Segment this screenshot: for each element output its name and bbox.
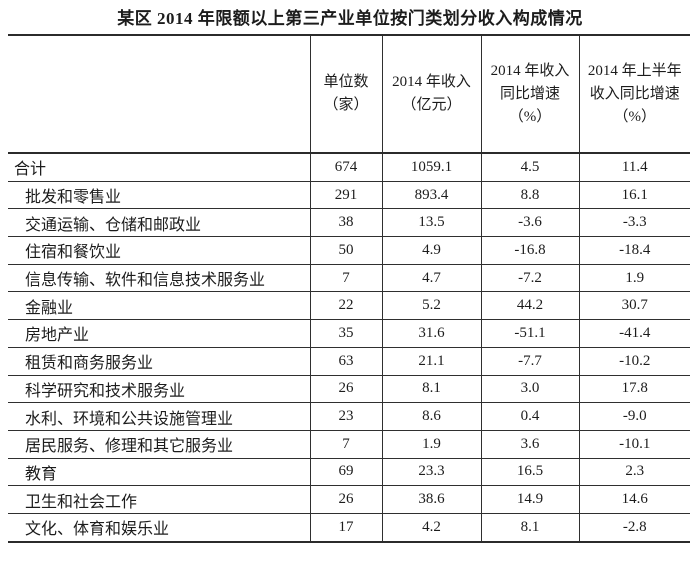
- units-cell: 26: [309, 374, 382, 403]
- income-cell: 31.6: [381, 319, 481, 348]
- income-cell: 893.4: [381, 180, 481, 209]
- row-label: 水利、环境和公共设施管理业: [8, 402, 310, 431]
- table-row: 租赁和商务服务业 63 21.1 -7.7 -10.2: [8, 346, 690, 375]
- page: { "title": "某区 2014 年限额以上第三产业单位按门类划分收入构成…: [0, 7, 700, 564]
- column-header-units: 单位数（家）: [309, 35, 382, 154]
- income-cell: 4.9: [381, 236, 481, 265]
- income-cell: 1059.1: [381, 153, 481, 182]
- yoy-growth-cell: 4.5: [480, 153, 579, 182]
- income-cell: 13.5: [381, 208, 481, 237]
- income-cell: 4.7: [381, 263, 481, 292]
- h1-growth-cell: -2.8: [578, 512, 690, 542]
- yoy-growth-cell: 16.5: [480, 457, 579, 486]
- income-cell: 8.6: [381, 402, 481, 431]
- yoy-growth-cell: -51.1: [480, 319, 579, 348]
- column-header-category: [8, 35, 310, 154]
- h1-growth-cell: 30.7: [578, 291, 690, 320]
- income-table: 单位数（家） 2014 年收入（亿元） 2014 年收入同比增速（%） 2014…: [8, 34, 690, 543]
- units-cell: 17: [309, 512, 382, 542]
- table-row: 水利、环境和公共设施管理业 23 8.6 0.4 -9.0: [8, 402, 690, 431]
- h1-growth-cell: 1.9: [578, 263, 690, 292]
- table-header: 单位数（家） 2014 年收入（亿元） 2014 年收入同比增速（%） 2014…: [8, 35, 690, 154]
- income-cell: 21.1: [381, 346, 481, 375]
- table-row: 教育 69 23.3 16.5 2.3: [8, 457, 690, 486]
- h1-growth-cell: -10.2: [578, 346, 690, 375]
- income-cell: 23.3: [381, 457, 481, 486]
- income-cell: 8.1: [381, 374, 481, 403]
- income-cell: 5.2: [381, 291, 481, 320]
- table-row: 文化、体育和娱乐业 17 4.2 8.1 -2.8: [8, 512, 690, 542]
- h1-growth-cell: 16.1: [578, 180, 690, 209]
- h1-growth-cell: -18.4: [578, 236, 690, 265]
- h1-growth-cell: -41.4: [578, 319, 690, 348]
- h1-growth-cell: 14.6: [578, 485, 690, 514]
- table-row: 交通运输、仓储和邮政业 38 13.5 -3.6 -3.3: [8, 208, 690, 237]
- row-label: 合计: [8, 153, 310, 182]
- units-cell: 7: [309, 429, 382, 459]
- yoy-growth-cell: 14.9: [480, 485, 579, 514]
- table-row: 卫生和社会工作 26 38.6 14.9 14.6: [8, 485, 690, 514]
- units-cell: 674: [309, 153, 382, 182]
- units-cell: 23: [309, 402, 382, 431]
- h1-growth-cell: 11.4: [578, 153, 690, 182]
- row-label: 信息传输、软件和信息技术服务业: [8, 263, 310, 292]
- units-cell: 35: [309, 319, 382, 348]
- yoy-growth-cell: 3.6: [480, 429, 579, 459]
- table-row: 住宿和餐饮业 50 4.9 -16.8 -18.4: [8, 236, 690, 265]
- column-header-income: 2014 年收入（亿元）: [381, 35, 481, 154]
- units-cell: 69: [309, 457, 382, 486]
- row-label: 文化、体育和娱乐业: [8, 512, 310, 542]
- table-row: 居民服务、修理和其它服务业 7 1.9 3.6 -10.1: [8, 429, 690, 459]
- units-cell: 7: [309, 263, 382, 292]
- row-label: 批发和零售业: [8, 180, 310, 209]
- income-cell: 1.9: [381, 429, 481, 459]
- yoy-growth-cell: 8.8: [480, 180, 579, 209]
- row-label: 房地产业: [8, 319, 310, 348]
- row-label: 教育: [8, 457, 310, 486]
- row-label: 住宿和餐饮业: [8, 236, 310, 265]
- h1-growth-cell: -9.0: [578, 402, 690, 431]
- column-header-h1-growth: 2014 年上半年收入同比增速（%）: [578, 35, 690, 154]
- units-cell: 291: [309, 180, 382, 209]
- yoy-growth-cell: -7.7: [480, 346, 579, 375]
- yoy-growth-cell: 44.2: [480, 291, 579, 320]
- units-cell: 63: [309, 346, 382, 375]
- units-cell: 38: [309, 208, 382, 237]
- yoy-growth-cell: -7.2: [480, 263, 579, 292]
- table-row: 批发和零售业 291 893.4 8.8 16.1: [8, 180, 690, 209]
- row-label: 金融业: [8, 291, 310, 320]
- units-cell: 26: [309, 485, 382, 514]
- table-title: 某区 2014 年限额以上第三产业单位按门类划分收入构成情况: [117, 9, 583, 28]
- yoy-growth-cell: -16.8: [480, 236, 579, 265]
- row-label: 科学研究和技术服务业: [8, 374, 310, 403]
- units-cell: 50: [309, 236, 382, 265]
- row-label: 卫生和社会工作: [8, 485, 310, 514]
- yoy-growth-cell: -3.6: [480, 208, 579, 237]
- yoy-growth-cell: 3.0: [480, 374, 579, 403]
- table-row: 信息传输、软件和信息技术服务业 7 4.7 -7.2 1.9: [8, 263, 690, 292]
- row-label: 租赁和商务服务业: [8, 346, 310, 375]
- h1-growth-cell: -3.3: [578, 208, 690, 237]
- table-row: 房地产业 35 31.6 -51.1 -41.4: [8, 319, 690, 348]
- table-body: 合计 674 1059.1 4.5 11.4 批发和零售业 291 893.4 …: [8, 153, 690, 542]
- yoy-growth-cell: 0.4: [480, 402, 579, 431]
- table-row: 金融业 22 5.2 44.2 30.7: [8, 291, 690, 320]
- row-label: 居民服务、修理和其它服务业: [8, 429, 310, 459]
- table-row: 合计 674 1059.1 4.5 11.4: [8, 153, 690, 182]
- yoy-growth-cell: 8.1: [480, 512, 579, 542]
- column-header-yoy-growth: 2014 年收入同比增速（%）: [480, 35, 579, 154]
- row-label: 交通运输、仓储和邮政业: [8, 208, 310, 237]
- h1-growth-cell: 2.3: [578, 457, 690, 486]
- income-cell: 38.6: [381, 485, 481, 514]
- table-row: 科学研究和技术服务业 26 8.1 3.0 17.8: [8, 374, 690, 403]
- units-cell: 22: [309, 291, 382, 320]
- h1-growth-cell: -10.1: [578, 429, 690, 459]
- income-cell: 4.2: [381, 512, 481, 542]
- h1-growth-cell: 17.8: [578, 374, 690, 403]
- header-row: 单位数（家） 2014 年收入（亿元） 2014 年收入同比增速（%） 2014…: [8, 35, 690, 154]
